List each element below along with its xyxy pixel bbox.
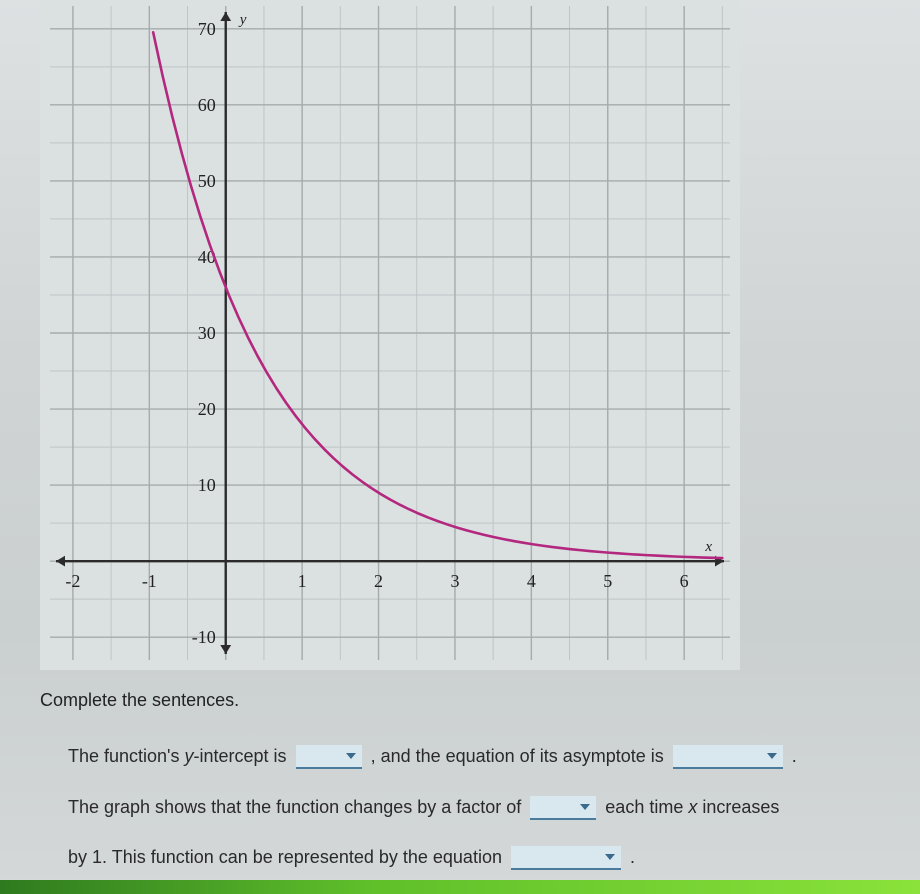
svg-text:5: 5 xyxy=(603,571,612,591)
dropdown-factor[interactable] xyxy=(530,796,596,820)
s3-text-a: by 1. This function can be represented b… xyxy=(68,847,507,867)
s2-text-a: The graph shows that the function change… xyxy=(68,797,526,817)
svg-text:70: 70 xyxy=(198,19,216,39)
page-container: yx-2-1123456-1010203040506070 Complete t… xyxy=(0,0,920,894)
s1-text-a: The function's xyxy=(68,746,185,766)
svg-text:3: 3 xyxy=(450,571,459,591)
s2-x-italic: x xyxy=(688,797,697,817)
question-text: Complete the sentences. The function's y… xyxy=(40,688,880,882)
svg-text:50: 50 xyxy=(198,171,216,191)
s3-text-b: . xyxy=(625,847,635,867)
s1-y-italic: y xyxy=(185,746,194,766)
s1-text-c: -intercept is xyxy=(194,746,292,766)
chevron-down-icon xyxy=(767,753,777,759)
chevron-down-icon xyxy=(580,804,590,810)
chevron-down-icon xyxy=(346,753,356,759)
instruction-heading: Complete the sentences. xyxy=(40,688,880,713)
svg-text:-10: -10 xyxy=(192,627,216,647)
svg-text:30: 30 xyxy=(198,323,216,343)
svg-text:20: 20 xyxy=(198,399,216,419)
s2-text-d: increases xyxy=(697,797,779,817)
chevron-down-icon xyxy=(605,854,615,860)
svg-text:1: 1 xyxy=(298,571,307,591)
footer-progress-bar xyxy=(0,880,920,894)
dropdown-equation[interactable] xyxy=(511,846,621,870)
sentence-1: The function's y-intercept is , and the … xyxy=(40,731,880,781)
svg-text:-2: -2 xyxy=(65,571,80,591)
dropdown-y-intercept[interactable] xyxy=(296,745,362,769)
dropdown-asymptote[interactable] xyxy=(673,745,783,769)
svg-text:4: 4 xyxy=(527,571,536,591)
chart-container: yx-2-1123456-1010203040506070 xyxy=(40,0,740,670)
svg-text:2: 2 xyxy=(374,571,383,591)
sentence-3: by 1. This function can be represented b… xyxy=(40,832,880,882)
svg-text:6: 6 xyxy=(680,571,689,591)
svg-text:60: 60 xyxy=(198,95,216,115)
sentence-2: The graph shows that the function change… xyxy=(40,782,880,832)
svg-text:10: 10 xyxy=(198,475,216,495)
s2-text-b: each time xyxy=(605,797,688,817)
svg-text:x: x xyxy=(704,539,712,555)
svg-text:-1: -1 xyxy=(142,571,157,591)
exponential-decay-chart: yx-2-1123456-1010203040506070 xyxy=(40,0,740,670)
s1-text-d: , and the equation of its asymptote is xyxy=(371,746,669,766)
s1-text-e: . xyxy=(787,746,797,766)
svg-text:y: y xyxy=(238,12,247,28)
